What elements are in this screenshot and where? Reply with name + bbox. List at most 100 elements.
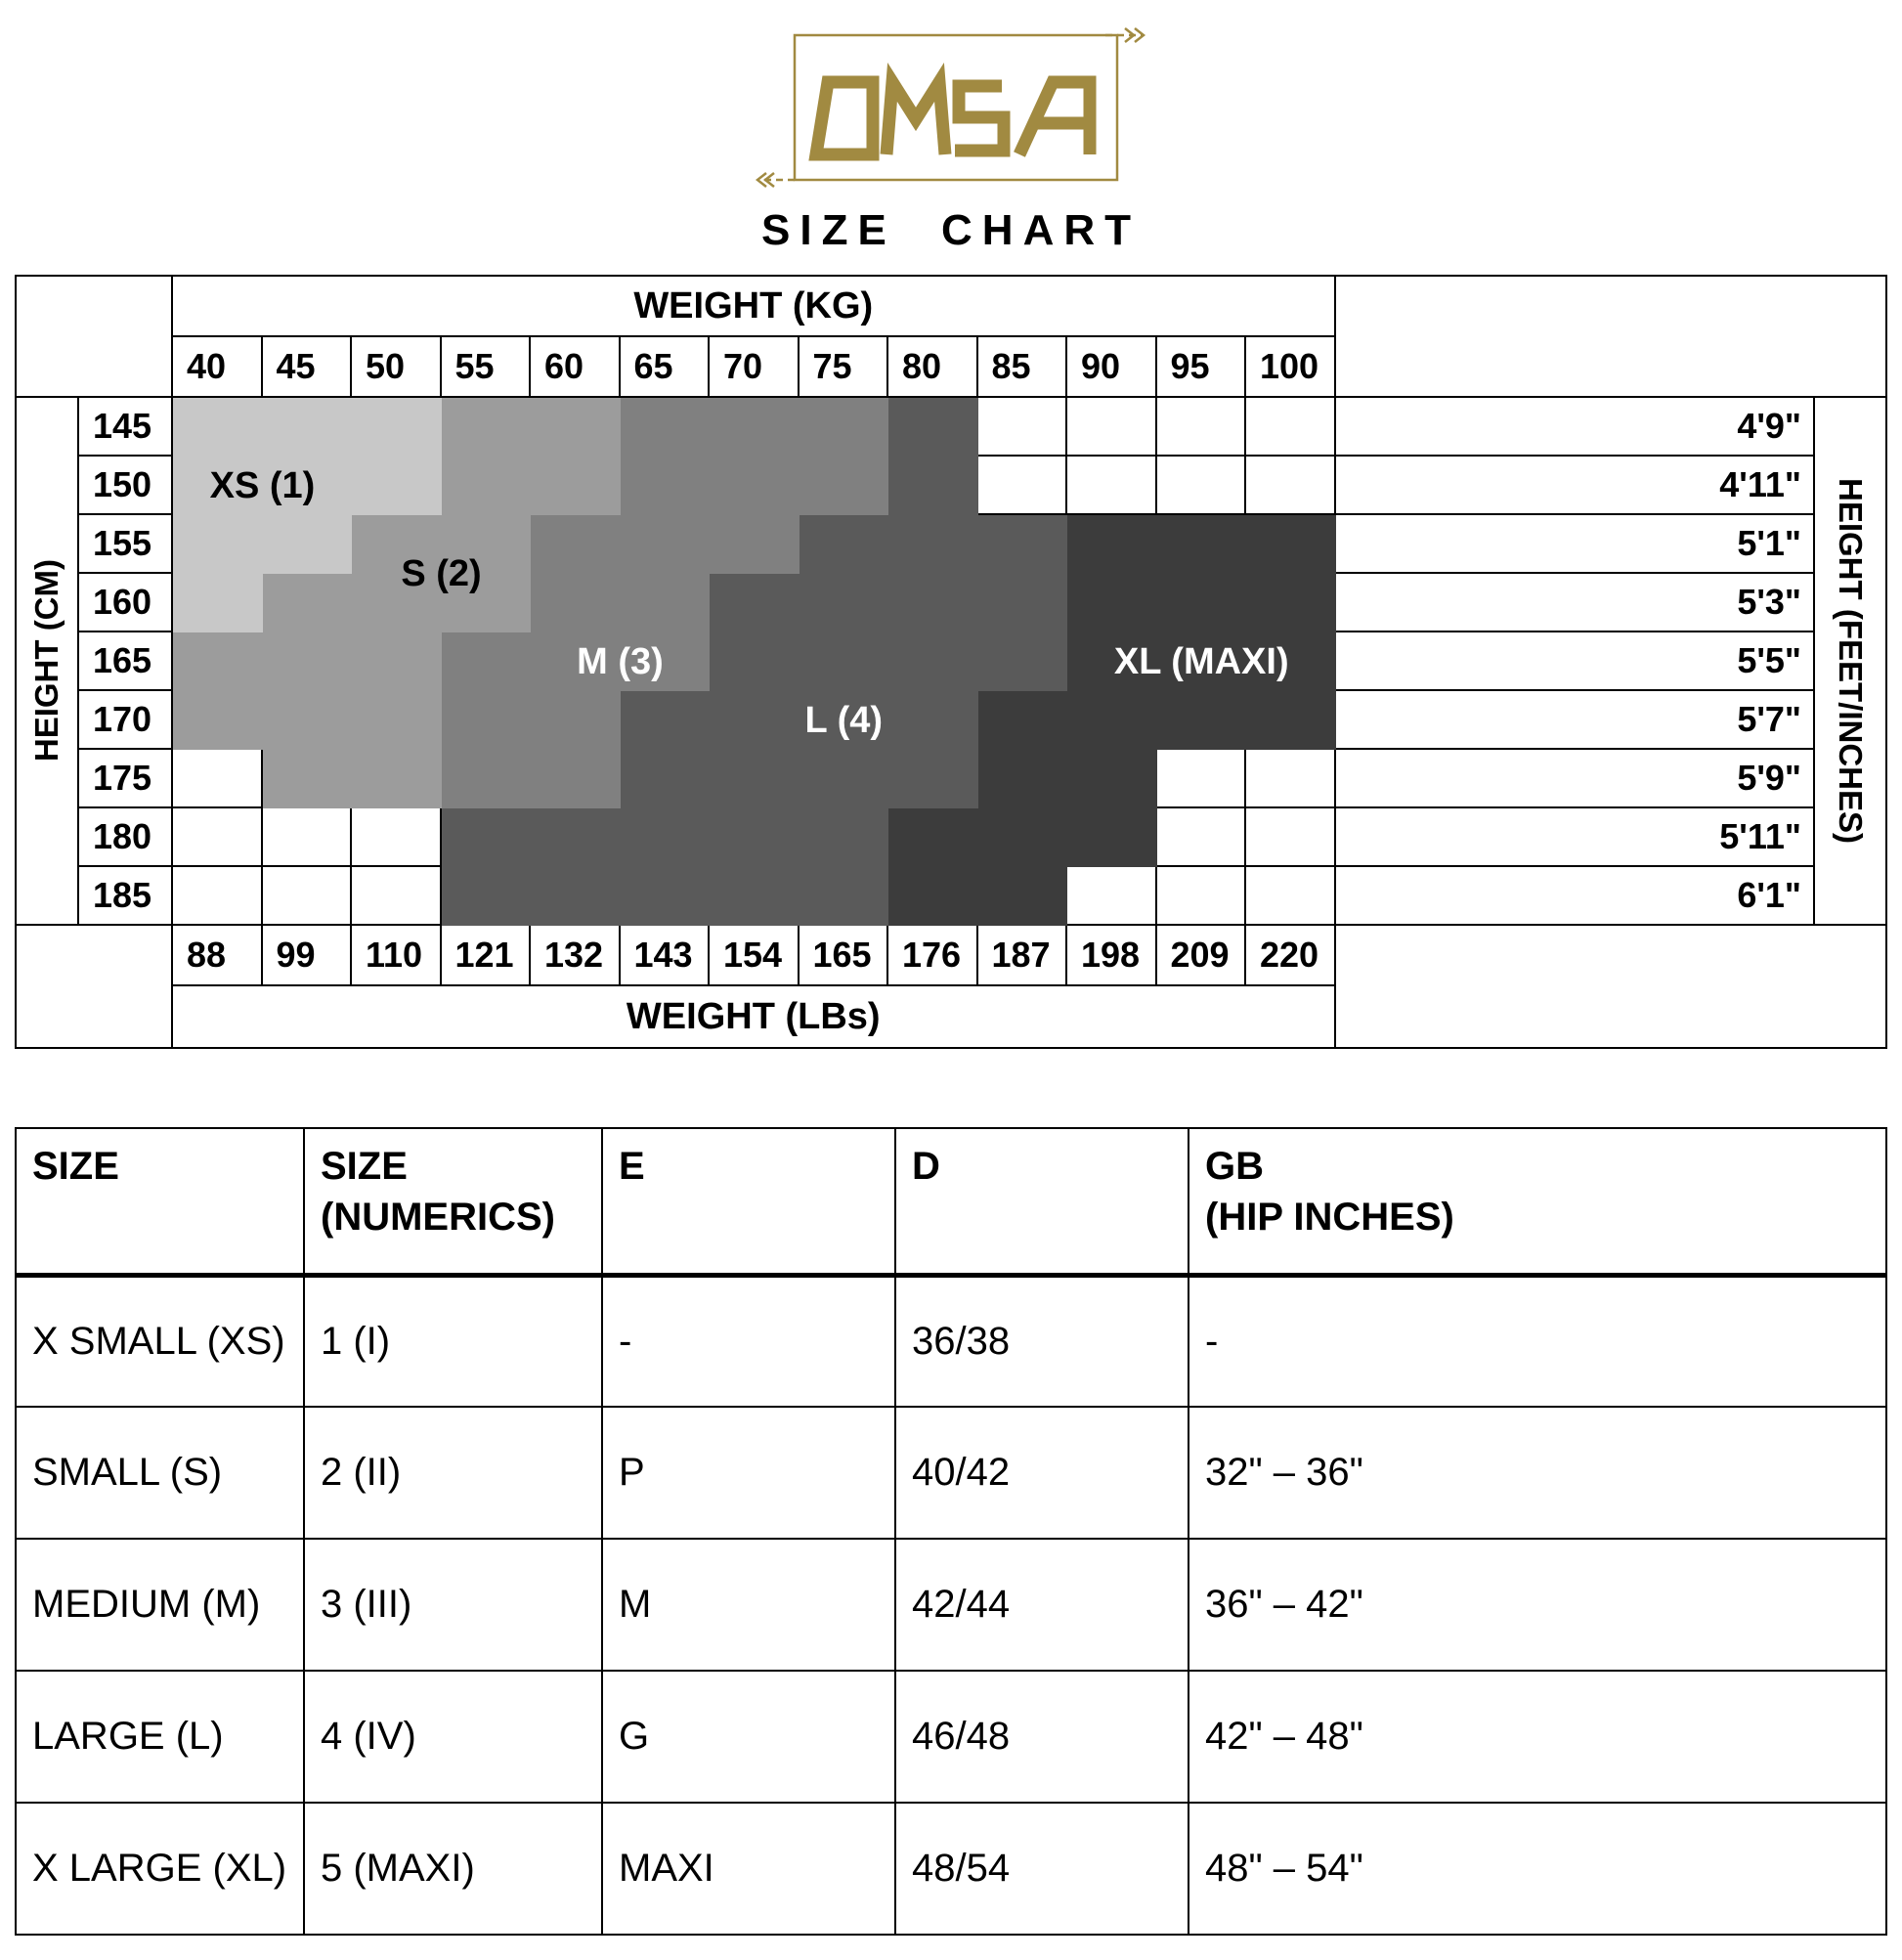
size-table-cell: LARGE (L) [15,1670,305,1804]
weight-lbs-tick: 110 [352,926,442,986]
weight-lbs-tick: 121 [441,926,531,986]
size-cell-l [710,574,800,632]
size-table-header-row: SIZE SIZE (NUMERICS) E D GB (HIP INCHES) [15,1127,1887,1278]
weight-lbs-tick: 220 [1246,926,1336,986]
size-cell-empty [173,808,263,867]
size-cell-l [799,867,888,926]
size-table-cell: 32" – 36" [1188,1406,1887,1540]
size-cell-m [799,457,888,515]
size-cell-m [441,632,531,691]
size-table-header: D [894,1127,1189,1278]
size-cell-xl [1246,691,1336,750]
size-table-cell: 48" – 54" [1188,1802,1887,1936]
size-table: SIZE SIZE (NUMERICS) E D GB (HIP INCHES) X S… [15,1127,1887,1936]
size-cell-xl [1156,515,1246,574]
weight-lbs-tick: 165 [799,926,888,986]
logo-arrow-top [1105,27,1146,43]
size-cell-m [531,515,621,574]
size-cell-l [799,808,888,867]
size-cell-l [620,867,710,926]
weight-lbs-tick: 176 [888,926,978,986]
weight-lbs-tick: 143 [620,926,710,986]
size-cell-m [710,515,800,574]
size-cell-xl [1067,808,1157,867]
weight-kg-tick: 75 [799,337,888,398]
size-cell-l [620,691,710,750]
logo-frame [793,33,1119,182]
size-cell-l [888,691,978,750]
size-cell-l [888,398,978,457]
size-table-row: SMALL (S) 2 (II) P 40/42 32" – 36" [15,1406,1887,1540]
size-cell-empty [1067,867,1157,926]
size-table-row: X LARGE (XL) 5 (MAXI) MAXI 48/54 48" – 54" [15,1802,1887,1936]
size-cell-l [799,632,888,691]
size-cell-l [888,750,978,808]
weight-kg-tick: 65 [620,337,710,398]
size-cell-l [888,632,978,691]
size-table-body: X SMALL (XS) 1 (I) -36/38- SMALL (S) 2 (II) P… [15,1274,1887,1936]
size-cell-s [441,457,531,515]
size-cell-empty [1156,398,1246,457]
size-cell-xl [1067,515,1157,574]
size-cell-xs [173,457,263,515]
size-cell-s [352,574,442,632]
size-table-cell: M [601,1538,896,1672]
size-cell-s [262,691,352,750]
size-table-cell: 5 (MAXI) [303,1802,603,1936]
size-table-cell: 1 (I) [303,1274,603,1408]
size-cell-empty [1067,457,1157,515]
size-cell-xl [888,808,978,867]
height-cm-axis-label-cell: HEIGHT (CM) [17,398,79,926]
size-cell-l [710,632,800,691]
size-cell-m [441,750,531,808]
weight-lbs-tick: 99 [262,926,352,986]
size-table-cell: 48/54 [894,1802,1189,1936]
size-cell-l [799,515,888,574]
size-cell-empty [1156,808,1246,867]
size-table-header: SIZE [15,1127,305,1278]
size-cell-s [262,574,352,632]
logo-arrow-bottom [756,172,795,188]
size-cell-l [710,750,800,808]
size-cell-l [799,750,888,808]
size-cell-empty [1246,457,1336,515]
size-cell-s [352,632,442,691]
weight-lbs-title: WEIGHT (LBs) [173,986,1336,1047]
size-cell-m [620,632,710,691]
size-cell-s [262,750,352,808]
size-cell-m [441,691,531,750]
size-cell-empty [1246,750,1336,808]
size-table-cell: 46/48 [894,1670,1189,1804]
size-cell-empty [173,750,263,808]
size-cell-xl [1156,632,1246,691]
height-ftin-tick: 4'11" [1335,457,1815,515]
size-cell-m [531,750,621,808]
logo-letters [808,63,1097,161]
size-table-cell: - [1188,1274,1887,1408]
size-table-cell: X LARGE (XL) [15,1802,305,1936]
logo-block: SIZE CHART [0,0,1902,255]
size-table-cell: 40/42 [894,1406,1189,1540]
size-cell-xl [1067,632,1157,691]
weight-kg-tick: 100 [1246,337,1336,398]
size-cell-l [620,750,710,808]
size-table-cell: G [601,1670,896,1804]
size-cell-xl [1246,515,1336,574]
size-cell-m [710,457,800,515]
size-table-cell: SMALL (S) [15,1406,305,1540]
size-cell-s [531,457,621,515]
weight-lbs-tick: 209 [1156,926,1246,986]
height-cm-tick: 145 [79,398,173,457]
size-cell-s [173,691,263,750]
size-cell-m [620,398,710,457]
height-ftin-tick: 5'1" [1335,515,1815,574]
height-cm-tick: 185 [79,867,173,926]
size-table-cell: 2 (II) [303,1406,603,1540]
size-cell-s [352,750,442,808]
height-weight-grid: WEIGHT (KG) HEIGHT (CM) HEIGHT (FEET/INC… [15,275,1887,1049]
size-cell-xl [977,808,1067,867]
size-table-cell: MAXI [601,1802,896,1936]
weight-kg-tick: 70 [710,337,800,398]
grid-corner-top-right [1335,277,1885,398]
size-cell-l [441,867,531,926]
